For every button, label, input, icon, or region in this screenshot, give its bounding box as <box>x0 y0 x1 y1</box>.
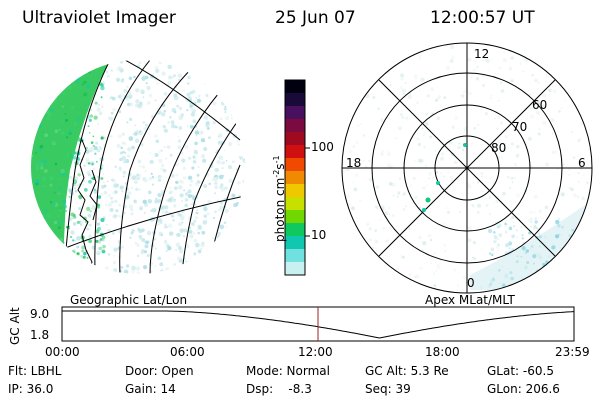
colorbar-segment <box>285 197 305 211</box>
colorbar-segment <box>285 210 305 224</box>
colorbar-segment <box>285 93 305 107</box>
colorbar-segment <box>285 132 305 146</box>
colorbar-segment <box>285 80 305 94</box>
mlat-label-70: 70 <box>512 120 528 134</box>
observation-time: 12:00:57 UT <box>430 8 535 28</box>
mlat-label-80: 80 <box>491 141 507 155</box>
xtick-2359: 23:59 <box>555 345 590 359</box>
ytick-1_8: 1.8 <box>30 328 50 342</box>
xtick-1800: 18:00 <box>425 345 460 359</box>
colorbar-segment <box>285 158 305 172</box>
info-filter: Flt: LBHL <box>8 364 62 378</box>
colorbar-segment <box>285 145 305 159</box>
mlt-label-6: 6 <box>578 156 586 170</box>
xtick-0600: 06:00 <box>170 345 205 359</box>
mlat-label-60: 60 <box>532 98 548 112</box>
info-gc-alt: GC Alt: 5.3 Re <box>365 364 449 378</box>
colorbar-segment <box>285 262 305 276</box>
colorbar-segment <box>285 236 305 250</box>
colorbar-segment <box>285 223 305 237</box>
info-glat: GLat: -60.5 <box>487 364 554 378</box>
mlt-label-18: 18 <box>346 156 362 170</box>
info-mode: Mode: Normal <box>246 364 330 378</box>
colorbar-tick-100: 100 <box>311 140 334 154</box>
xtick-1200: 12:00 <box>298 345 333 359</box>
info-ip: IP: 36.0 <box>8 382 54 396</box>
colorbar-tick-10: 10 <box>311 228 327 242</box>
observation-date: 25 Jun 07 <box>275 8 356 28</box>
colorbar-segment <box>285 119 305 133</box>
mlt-label-0: 0 <box>467 276 475 290</box>
colorbar-segment <box>285 184 305 198</box>
apex-panel-label: Apex MLat/MLT <box>425 293 515 307</box>
mlt-label-12: 12 <box>474 47 490 61</box>
info-gain: Gain: 14 <box>125 382 176 396</box>
colorbar-segment <box>285 171 305 185</box>
ytick-9: 9.0 <box>30 307 50 321</box>
colorbar-segment <box>285 249 305 263</box>
info-dsp: Dsp: -8.3 <box>246 382 312 396</box>
instrument-title: Ultraviolet Imager <box>22 8 176 28</box>
info-seq: Seq: 39 <box>365 382 411 396</box>
info-glon: GLon: 206.6 <box>487 382 560 396</box>
info-door: Door: Open <box>125 364 194 378</box>
geographic-panel-label: Geographic Lat/Lon <box>70 293 188 307</box>
colorbar-segment <box>285 106 305 120</box>
xtick-0000: 00:00 <box>45 345 80 359</box>
timeline-ylabel: GC Alt <box>8 307 22 345</box>
